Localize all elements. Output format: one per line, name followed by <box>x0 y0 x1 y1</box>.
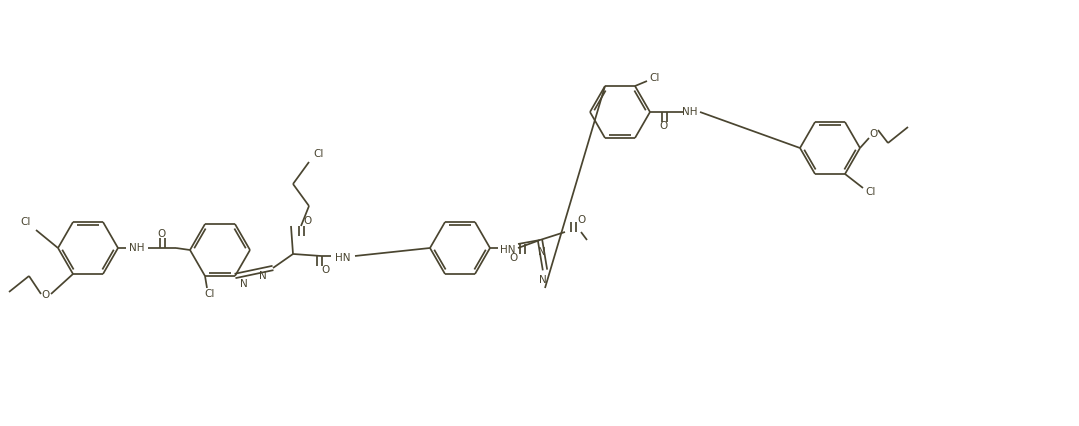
Text: HN: HN <box>501 245 516 255</box>
Text: N: N <box>241 279 248 289</box>
Text: O: O <box>322 265 330 275</box>
Text: NH: NH <box>682 107 698 117</box>
Text: HN: HN <box>336 253 351 263</box>
Text: O: O <box>42 290 50 300</box>
Text: N: N <box>259 271 267 281</box>
Text: O: O <box>660 121 668 131</box>
Text: N: N <box>540 275 547 285</box>
Text: N: N <box>538 247 546 257</box>
Text: Cl: Cl <box>314 149 324 159</box>
Text: Cl: Cl <box>205 289 215 299</box>
Text: O: O <box>577 215 585 225</box>
Text: NH: NH <box>129 243 145 253</box>
Text: O: O <box>158 229 166 239</box>
Text: Cl: Cl <box>650 73 660 83</box>
Text: O: O <box>303 216 311 226</box>
Text: Cl: Cl <box>865 187 876 197</box>
Text: O: O <box>510 253 518 263</box>
Text: Cl: Cl <box>21 217 31 227</box>
Text: O: O <box>870 129 878 139</box>
